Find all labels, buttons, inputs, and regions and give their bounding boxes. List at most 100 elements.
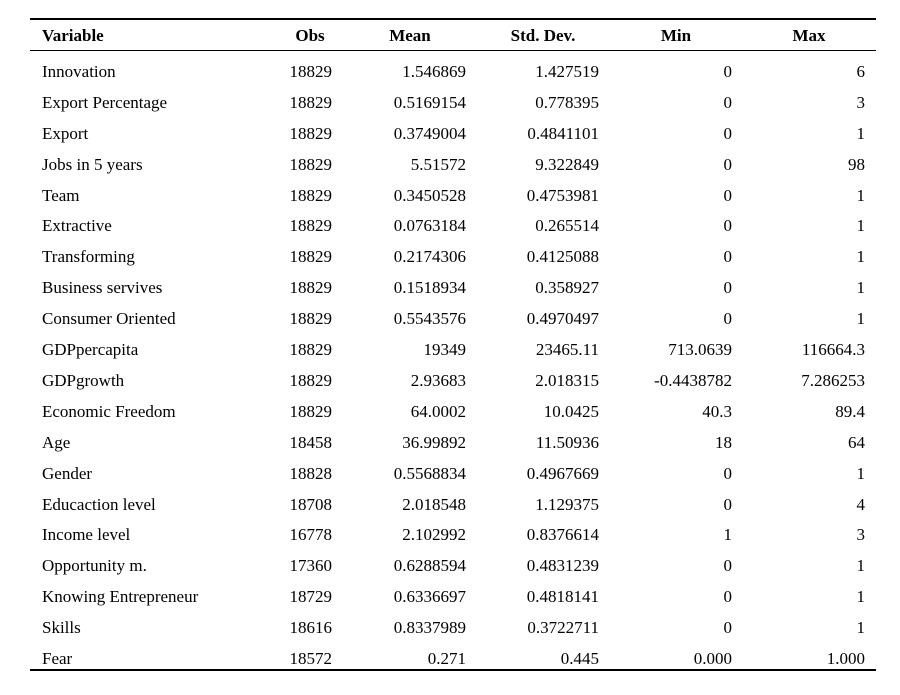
table-cell: 18829 <box>289 154 333 174</box>
row-label: Export Percentage <box>42 92 168 112</box>
table-cell: 0.4818141 <box>526 587 599 607</box>
table-cell: 18829 <box>289 340 333 360</box>
table-cell: 18829 <box>289 92 333 112</box>
row-label: Income level <box>42 525 131 545</box>
row-label: Fear <box>42 649 73 668</box>
table-cell: 4 <box>856 494 866 514</box>
table-cell: 7.286253 <box>801 370 865 390</box>
table-cell: 0.4970497 <box>526 309 599 329</box>
row-label: Skills <box>42 618 81 638</box>
table-cell: -0.4438782 <box>654 370 732 390</box>
table-cell: 1.129375 <box>535 494 599 514</box>
table-cell: 18829 <box>289 123 333 143</box>
table-cell: 16778 <box>289 525 333 545</box>
table-cell: 116664.3 <box>801 340 865 360</box>
table-cell: 0.6288594 <box>393 556 466 576</box>
table-cell: 2.018548 <box>402 494 466 514</box>
table-cell: 18829 <box>289 62 333 81</box>
top-rule <box>30 18 876 20</box>
table-cell: 1 <box>856 463 866 483</box>
table-cell: 1 <box>856 618 866 638</box>
row-label: GDPpercapita <box>42 340 139 360</box>
row-label: Team <box>42 185 80 205</box>
table-cell: 64 <box>848 432 865 452</box>
table-cell: 0 <box>723 556 733 576</box>
table-cell: 1 <box>856 185 866 205</box>
table-cell: 0.445 <box>560 649 599 668</box>
table-cell: 1 <box>856 309 866 329</box>
table-cell: 40.3 <box>702 401 732 421</box>
row-label: Consumer Oriented <box>42 309 176 329</box>
row-label: Innovation <box>42 62 116 81</box>
table-cell: 0.4841101 <box>527 123 599 143</box>
table-cell: 1 <box>856 247 866 267</box>
table-cell: 0 <box>723 154 733 174</box>
table-cell: 18 <box>715 432 732 452</box>
row-label: Export <box>42 123 89 143</box>
table-cell: 0.6336697 <box>393 587 466 607</box>
table-cell: 2.018315 <box>535 370 599 390</box>
table-cell: 0 <box>723 278 733 298</box>
table-cell: 1.546869 <box>402 62 466 81</box>
table-cell: 0.8337989 <box>393 618 466 638</box>
column-header: Obs <box>295 26 325 45</box>
table-cell: 18829 <box>289 278 333 298</box>
table-cell: 23465.11 <box>535 340 599 360</box>
table-cell: 18729 <box>289 587 333 607</box>
table-cell: 9.322849 <box>535 154 599 174</box>
table-cell: 36.99892 <box>402 432 466 452</box>
table-cell: 0 <box>723 216 733 236</box>
row-label: Gender <box>42 463 93 483</box>
table-cell: 0.5169154 <box>393 92 466 112</box>
table-cell: 98 <box>848 154 865 174</box>
table-cell: 0.2174306 <box>393 247 466 267</box>
table-cell: 0 <box>723 587 733 607</box>
table-cell: 18829 <box>289 309 333 329</box>
header-rule <box>30 50 876 51</box>
table-cell: 2.102992 <box>402 525 466 545</box>
table-cell: 1 <box>856 556 866 576</box>
table-cell: 0.4967669 <box>526 463 599 483</box>
table-cell: 0 <box>723 123 733 143</box>
table-cell: 17360 <box>289 556 333 576</box>
table-cell: 0.271 <box>427 649 466 668</box>
row-label: Educaction level <box>42 494 156 514</box>
table-cell: 1 <box>856 216 866 236</box>
table-cell: 18829 <box>289 247 333 267</box>
table-cell: 0.5568834 <box>393 463 466 483</box>
table-cell: 0 <box>723 309 733 329</box>
table-cell: 0 <box>723 463 733 483</box>
table-cell: 1 <box>723 525 733 545</box>
table-cell: 0.778395 <box>535 92 599 112</box>
table-cell: 0.4753981 <box>526 185 599 205</box>
table-cell: 1.427519 <box>535 62 599 81</box>
table-cell: 1 <box>856 278 866 298</box>
table-cell: 5.51572 <box>410 154 466 174</box>
table-cell: 0.4125088 <box>526 247 599 267</box>
table-cell: 64.0002 <box>410 401 466 421</box>
table-cell: 0 <box>723 247 733 267</box>
column-header: Std. Dev. <box>510 26 576 45</box>
table-cell: 0.000 <box>693 649 732 668</box>
column-header: Variable <box>42 26 104 45</box>
table-cell: 0 <box>723 92 733 112</box>
row-label: Age <box>42 432 71 452</box>
table-cell: 6 <box>856 62 866 81</box>
row-label: Economic Freedom <box>42 401 176 421</box>
column-header: Min <box>660 26 692 45</box>
table-cell: 0.3450528 <box>393 185 466 205</box>
table-cell: 0 <box>723 494 733 514</box>
table-cell: 0.358927 <box>535 278 599 298</box>
column-header: Mean <box>389 26 431 45</box>
table-cell: 0.265514 <box>535 216 599 236</box>
row-label: Business servives <box>42 278 163 298</box>
table-cell: 0.0763184 <box>393 216 466 236</box>
row-label: Transforming <box>42 247 135 267</box>
table-cell: 18572 <box>289 649 333 668</box>
table-cell: 3 <box>856 525 866 545</box>
column-header: Max <box>792 26 826 45</box>
table-cell: 2.93683 <box>410 370 466 390</box>
table-cell: 89.4 <box>835 401 865 421</box>
table-cell: 0.3722711 <box>527 618 599 638</box>
